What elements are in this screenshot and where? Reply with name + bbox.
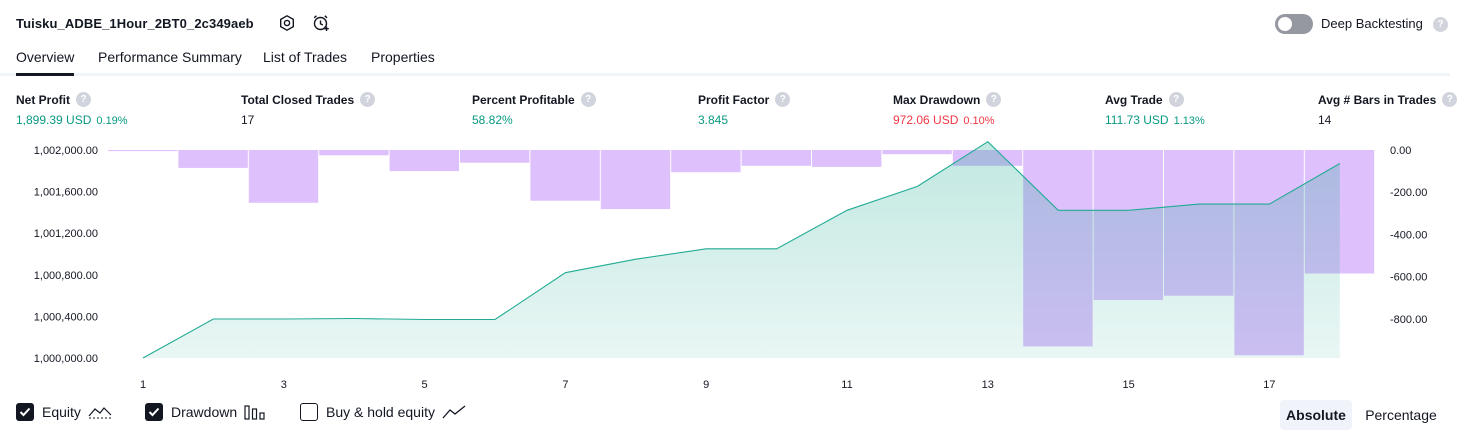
- drawdown-bar[interactable]: [600, 150, 671, 210]
- info-icon[interactable]: ?: [580, 92, 596, 107]
- metric-percent: 0.10%: [963, 115, 995, 127]
- x-axis-tick-label: 15: [1122, 379, 1134, 391]
- right-axis-tick-label: -800.00: [1390, 314, 1427, 326]
- drawdown-bar[interactable]: [741, 150, 811, 166]
- x-axis-tick-label: 13: [982, 379, 994, 391]
- metric-value: 14: [1318, 113, 1332, 127]
- report-tabs: Overview Performance Summary List of Tra…: [0, 46, 1450, 76]
- metric-label: Total Closed Trades: [241, 92, 355, 107]
- metric-value: 111.73 USD: [1105, 113, 1169, 127]
- equity-drawdown-chart[interactable]: 1,002,000.00 1,001,600.00 1,001,200.00 1,00…: [0, 140, 1466, 395]
- add-alert-clock-icon[interactable]: [310, 12, 332, 34]
- metric-label: Percent Profitable: [472, 92, 575, 107]
- metric-value: 3.845: [698, 113, 729, 127]
- legend-buy-hold-equity[interactable]: Buy & hold equity: [300, 403, 466, 421]
- tab-overview[interactable]: Overview: [16, 49, 75, 76]
- metric-max-drawdown: Max Drawdown? 972.06 USD 0.10%: [893, 92, 1002, 127]
- info-icon[interactable]: ?: [775, 92, 791, 107]
- left-axis-tick-label: 1,001,200.00: [34, 228, 98, 240]
- drawdown-bar[interactable]: [389, 150, 459, 172]
- left-axis-tick-label: 1,000,000.00: [34, 353, 98, 365]
- metric-label: Profit Factor: [698, 92, 770, 107]
- tab-list-of-trades[interactable]: List of Trades: [263, 49, 348, 65]
- x-axis-tick-label: 3: [281, 379, 287, 391]
- x-axis-tick-label: 1: [140, 379, 146, 391]
- metric-percent: 1.13%: [1173, 115, 1205, 127]
- left-axis-tick-label: 1,001,600.00: [34, 187, 98, 199]
- metric-total-closed-trades: Total Closed Trades? 17: [241, 92, 376, 127]
- strategy-header: Tuisku_ADBE_1Hour_2BT0_2c349aeb Deep Bac…: [0, 0, 1466, 46]
- right-axis-tick-label: 0.00: [1390, 145, 1411, 157]
- info-icon[interactable]: ?: [1442, 92, 1458, 107]
- info-icon[interactable]: ?: [986, 92, 1002, 107]
- x-axis-tick-label: 9: [703, 379, 709, 391]
- drawdown-bar[interactable]: [319, 150, 389, 156]
- equity-area: [143, 141, 1340, 358]
- left-axis-tick-label: 1,000,800.00: [34, 270, 98, 282]
- help-icon[interactable]: ?: [1433, 17, 1448, 32]
- metric-percent-profitable: Percent Profitable? 58.82%: [472, 92, 596, 127]
- metric-avg-trade: Avg Trade? 111.73 USD 1.13%: [1105, 92, 1205, 127]
- equity-line-icon: [88, 405, 112, 419]
- x-axis-tick-label: 5: [422, 379, 428, 391]
- right-axis-tick-label: -400.00: [1390, 230, 1427, 242]
- deep-backtesting-label: Deep Backtesting: [1321, 16, 1423, 31]
- metric-label: Net Profit: [16, 92, 70, 107]
- drawdown-bar[interactable]: [671, 150, 741, 173]
- settings-gear-icon[interactable]: [276, 12, 298, 34]
- metric-value: 58.82%: [472, 113, 513, 127]
- drawdown-bars-icon: [244, 404, 266, 420]
- strategy-name: Tuisku_ADBE_1Hour_2BT0_2c349aeb: [16, 16, 254, 31]
- percentage-button[interactable]: Percentage: [1365, 407, 1437, 423]
- drawdown-bar[interactable]: [178, 150, 248, 168]
- toggle-knob: [1278, 17, 1292, 31]
- metric-avg-bars-in-trades: Avg # Bars in Trades? 14: [1318, 92, 1458, 127]
- tab-properties[interactable]: Properties: [371, 49, 435, 65]
- absolute-button[interactable]: Absolute: [1280, 400, 1352, 430]
- buy-hold-label: Buy & hold equity: [326, 404, 435, 420]
- drawdown-bar[interactable]: [108, 150, 178, 152]
- metric-value: 17: [241, 113, 255, 127]
- drawdown-bar[interactable]: [530, 150, 600, 201]
- info-icon[interactable]: ?: [76, 92, 91, 107]
- right-axis-tick-label: -600.00: [1390, 272, 1427, 284]
- metric-value: 1,899.39 USD: [16, 113, 92, 127]
- metric-percent: 0.19%: [96, 115, 128, 127]
- legend-drawdown[interactable]: Drawdown: [145, 403, 266, 421]
- x-axis-tick-label: 11: [841, 379, 852, 391]
- metric-value: 972.06 USD: [893, 113, 959, 127]
- info-icon[interactable]: ?: [1168, 92, 1184, 107]
- left-axis-tick-label: 1,002,000.00: [34, 145, 98, 157]
- drawdown-bar[interactable]: [812, 150, 882, 167]
- equity-label: Equity: [42, 404, 81, 420]
- metric-profit-factor: Profit Factor? 3.845: [698, 92, 791, 127]
- metric-label: Max Drawdown: [893, 92, 981, 107]
- deep-backtesting-toggle[interactable]: [1275, 14, 1313, 34]
- buy-hold-checkbox[interactable]: [300, 403, 318, 421]
- equity-line[interactable]: [142, 141, 1341, 359]
- metric-label: Avg Trade: [1105, 92, 1163, 107]
- metric-label: Avg # Bars in Trades: [1318, 92, 1437, 107]
- drawdown-bar[interactable]: [248, 150, 319, 203]
- x-axis-tick-label: 7: [562, 379, 568, 391]
- left-axis-tick-label: 1,000,400.00: [34, 311, 98, 323]
- x-axis-tick-label: 17: [1263, 379, 1275, 391]
- right-axis-tick-label: -200.00: [1390, 187, 1427, 199]
- info-icon[interactable]: ?: [360, 92, 376, 107]
- drawdown-bar[interactable]: [460, 150, 530, 163]
- tab-performance-summary[interactable]: Performance Summary: [98, 49, 242, 65]
- drawdown-checkbox[interactable]: [145, 403, 163, 421]
- metric-net-profit: Net Profit? 1,899.39 USD 0.19%: [16, 92, 128, 127]
- drawdown-label: Drawdown: [171, 404, 238, 420]
- buy-hold-line-icon: [442, 405, 466, 419]
- equity-checkbox[interactable]: [16, 403, 34, 421]
- drawdown-bar[interactable]: [882, 150, 952, 155]
- legend-equity[interactable]: Equity: [16, 403, 112, 421]
